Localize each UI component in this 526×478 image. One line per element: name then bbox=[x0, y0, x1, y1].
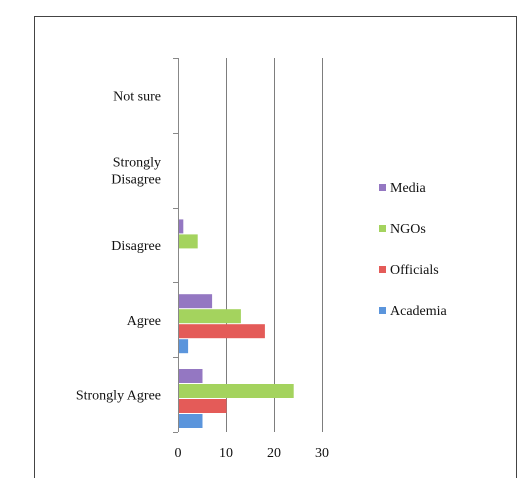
x-tick-label: 20 bbox=[267, 446, 281, 461]
bar-media-agree bbox=[178, 294, 213, 309]
legend-label-ngos: NGOs bbox=[390, 222, 426, 237]
legend-label-media: Media bbox=[390, 181, 427, 196]
x-tick-label: 10 bbox=[219, 446, 233, 461]
bar-media-disagree bbox=[178, 219, 184, 234]
bar-ngos-agree bbox=[178, 309, 241, 324]
gridlines bbox=[226, 58, 323, 432]
category-label: Disagree bbox=[111, 173, 161, 188]
x-tick-labels: 0 10 20 30 bbox=[175, 446, 330, 461]
bar-ngos-strongly-agree bbox=[178, 384, 294, 398]
category-label: Strongly Agree bbox=[76, 389, 161, 404]
legend-label-academia: Academia bbox=[390, 304, 448, 319]
chart-frame bbox=[34, 16, 517, 478]
category-label: Agree bbox=[127, 314, 161, 329]
legend: Media NGOs Officials Academia bbox=[379, 181, 448, 319]
legend-label-officials: Officials bbox=[390, 263, 439, 278]
bar-ngos-disagree bbox=[178, 234, 198, 249]
x-tick-label: 0 bbox=[175, 446, 182, 461]
bar-officials-agree bbox=[178, 324, 265, 339]
category-labels: Strongly Agree Agree Disagree Strongly Disag… bbox=[76, 89, 161, 403]
category-label: Disagree bbox=[111, 239, 161, 254]
y-axis-ticks bbox=[173, 58, 178, 433]
category-label: Strongly bbox=[113, 156, 161, 171]
category-label: Not sure bbox=[113, 89, 161, 104]
bars bbox=[178, 219, 294, 428]
legend-swatch-ngos bbox=[379, 225, 386, 232]
bar-academia-strongly-agree bbox=[178, 414, 203, 428]
x-tick-label: 30 bbox=[315, 446, 329, 461]
legend-swatch-media bbox=[379, 184, 386, 191]
bar-academia-agree bbox=[178, 339, 189, 354]
bar-officials-strongly-agree bbox=[178, 399, 227, 413]
legend-swatch-officials bbox=[379, 266, 386, 273]
bar-media-strongly-agree bbox=[178, 369, 203, 383]
legend-swatch-academia bbox=[379, 307, 386, 314]
